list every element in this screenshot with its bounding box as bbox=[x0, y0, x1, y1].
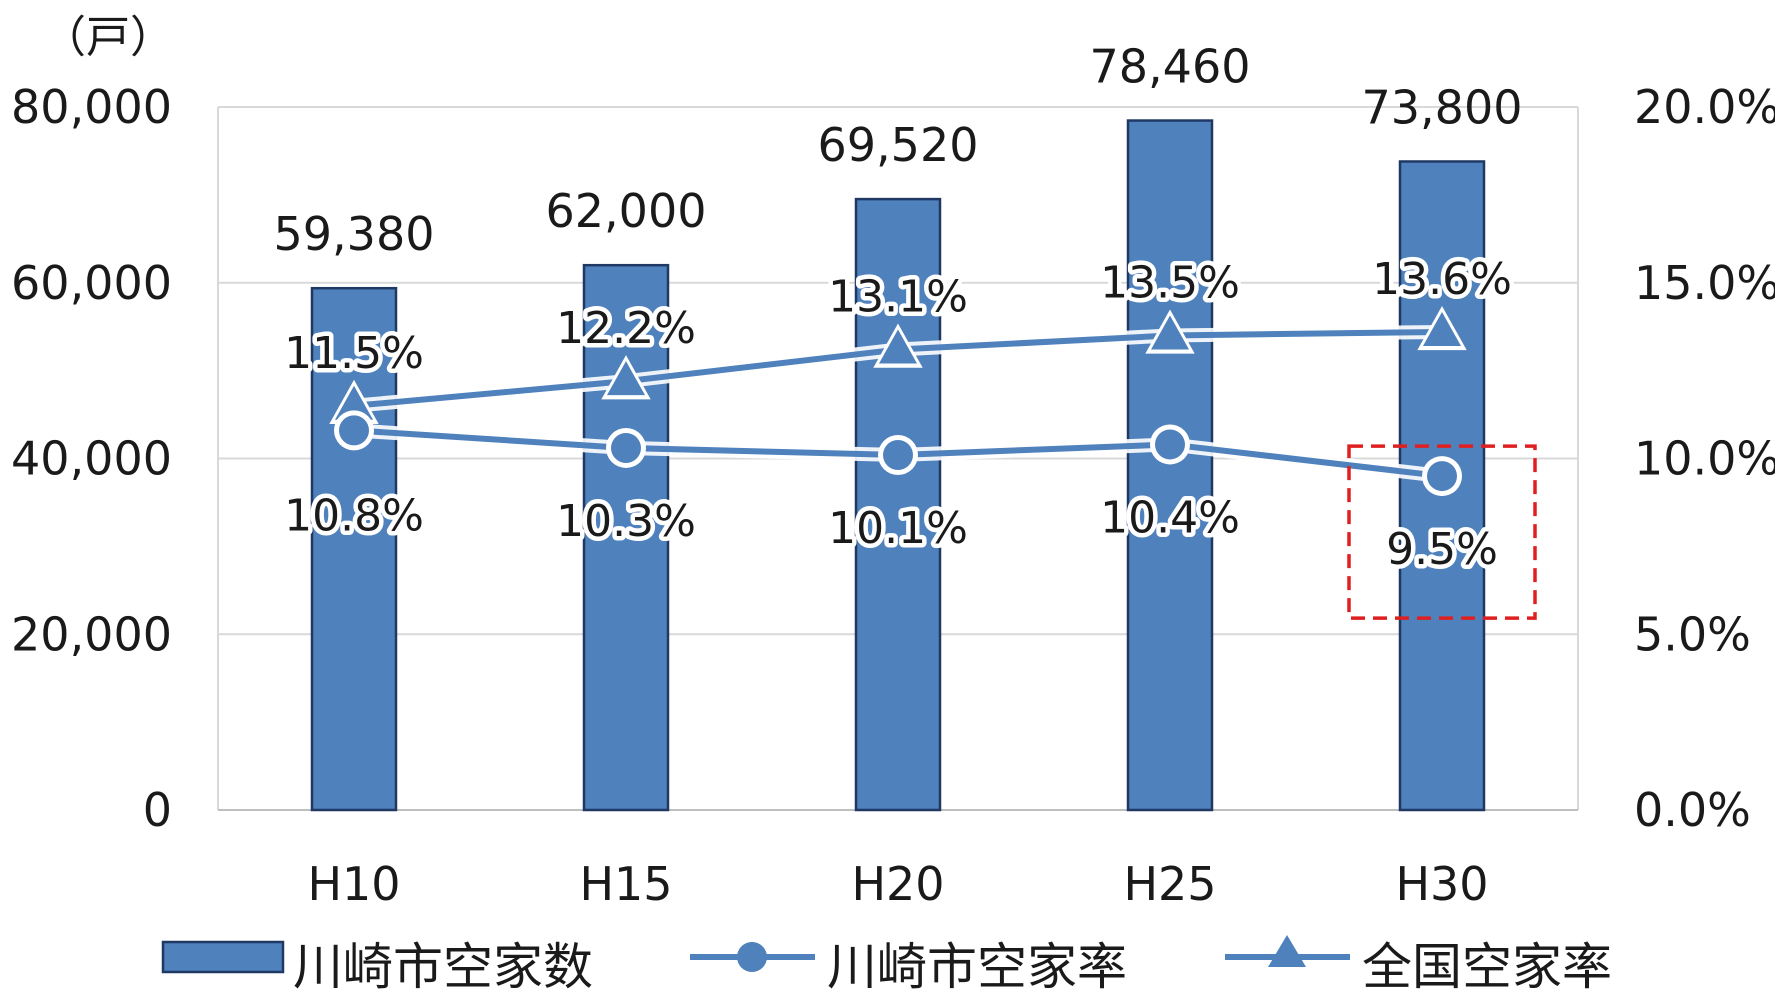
kawasaki-rate-label: 9.5% bbox=[1386, 524, 1498, 575]
bar-value-label: 73,800 bbox=[1362, 80, 1523, 134]
bar bbox=[854, 197, 942, 812]
national-rate-label: 13.5% bbox=[1100, 257, 1240, 308]
bar-value-label: 59,380 bbox=[274, 207, 435, 261]
kawasaki-rate-label: 10.4% bbox=[1100, 492, 1240, 543]
kawasaki-rate-marker bbox=[883, 439, 913, 470]
bar bbox=[1126, 119, 1214, 812]
x-tick-label: H10 bbox=[307, 857, 400, 911]
legend-bar-swatch bbox=[161, 940, 285, 974]
y-left-tick-label: 60,000 bbox=[11, 256, 172, 310]
legend: 川崎市空家数 川崎市空家率 全国空家率 bbox=[161, 935, 1612, 994]
kawasaki-rate-marker bbox=[339, 415, 369, 446]
legend-circle-marker bbox=[737, 942, 767, 972]
x-tick-label: H30 bbox=[1395, 857, 1488, 911]
kawasaki-rate-label: 10.1% bbox=[828, 503, 968, 554]
kawasaki-rate-label: 10.3% bbox=[556, 496, 696, 547]
national-rate-label: 12.2% bbox=[556, 303, 696, 354]
y-left-tick-label: 20,000 bbox=[11, 607, 172, 661]
legend-triangle-marker bbox=[1268, 935, 1306, 967]
x-tick-label: H20 bbox=[851, 857, 944, 911]
bar-value-label: 78,460 bbox=[1090, 40, 1251, 94]
y-right-tick-label: 5.0% bbox=[1634, 607, 1751, 661]
highlight-box bbox=[1347, 444, 1537, 620]
national-rate-marker bbox=[607, 361, 645, 396]
bar-value-label: 62,000 bbox=[546, 184, 707, 238]
kawasaki-rate-marker bbox=[611, 432, 641, 463]
kawasaki-rate-label: 10.8% bbox=[284, 490, 424, 541]
national-rate-label: 13.1% bbox=[828, 272, 968, 323]
y-left-unit-label: （戸） bbox=[42, 12, 174, 63]
national-rate-label: 11.5% bbox=[284, 328, 424, 379]
lines bbox=[329, 305, 1467, 497]
bar-value-label: 69,520 bbox=[818, 118, 979, 172]
legend-label: 川崎市空家率 bbox=[827, 938, 1127, 994]
y-right-tick-label: 15.0% bbox=[1634, 256, 1775, 310]
bar bbox=[310, 286, 398, 812]
y-right-tick-label: 20.0% bbox=[1634, 80, 1775, 134]
axes: 0 20,000 40,000 60,000 80,000 0.0% 5.0% 10.0% 15… bbox=[11, 12, 1775, 911]
y-left-tick-label: 0 bbox=[143, 783, 172, 837]
national-rate-marker bbox=[879, 329, 917, 364]
y-right-tick-label: 0.0% bbox=[1634, 783, 1751, 837]
x-tick-label: H15 bbox=[579, 857, 672, 911]
legend-label: 全国空家率 bbox=[1362, 938, 1612, 994]
y-left-tick-label: 80,000 bbox=[11, 80, 172, 134]
national-rate-marker bbox=[335, 385, 373, 420]
national-rate-marker bbox=[1423, 311, 1461, 346]
y-left-tick-label: 40,000 bbox=[11, 432, 172, 486]
national-rate-marker bbox=[1151, 315, 1189, 350]
y-right-tick-label: 10.0% bbox=[1634, 432, 1775, 486]
national-rate-label: 13.6% bbox=[1372, 254, 1512, 305]
x-tick-label: H25 bbox=[1123, 857, 1216, 911]
kawasaki-rate-marker bbox=[1155, 429, 1185, 460]
kawasaki-rate-marker bbox=[1427, 461, 1457, 492]
labels: 59,380 62,000 69,520 78,460 73,800 11.5% 12.2%… bbox=[274, 40, 1537, 620]
legend-label: 川崎市空家数 bbox=[293, 938, 593, 994]
